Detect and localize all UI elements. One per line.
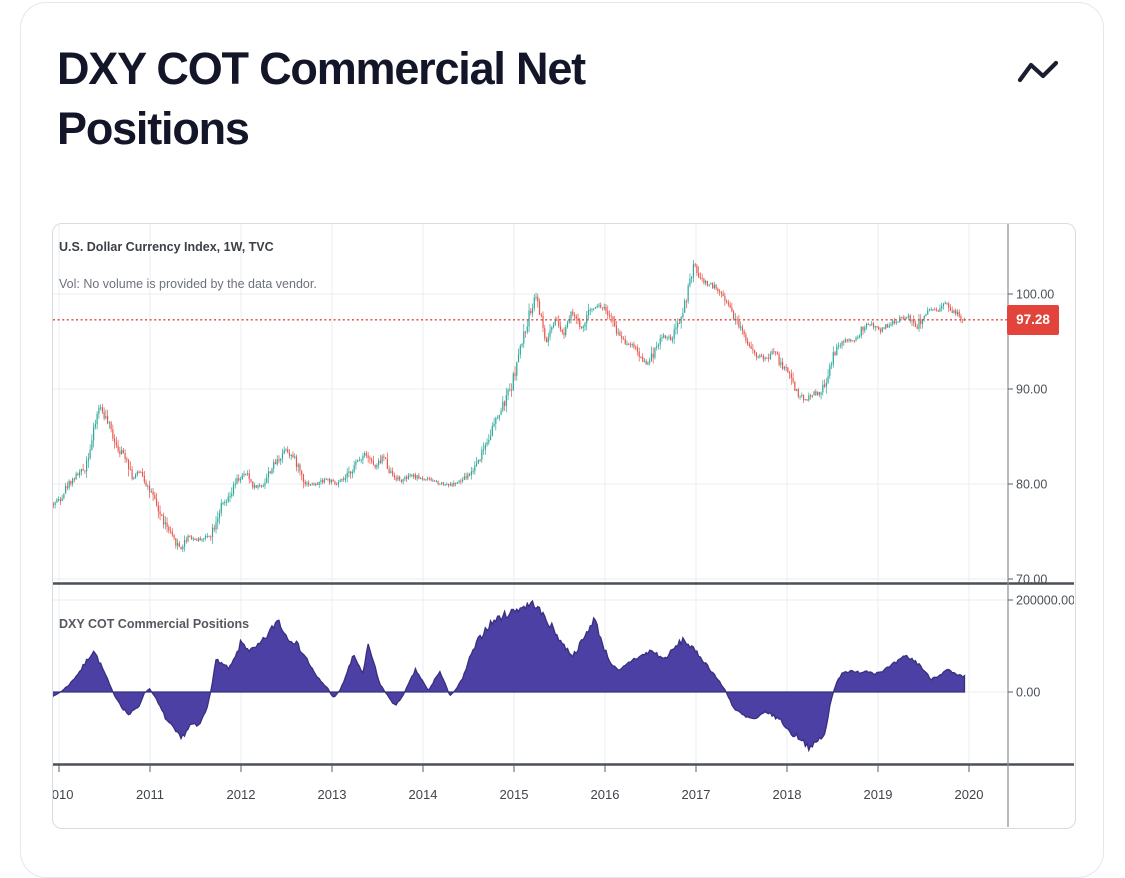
wave-icon [1015, 57, 1061, 92]
svg-text:200000.00: 200000.00 [1016, 594, 1074, 608]
page-title: DXY COT Commercial Net Positions [57, 43, 586, 154]
chart-container[interactable]: 100.00 90.00 80.00 70.00 200000.00 0.00 2010 20… [52, 223, 1076, 829]
card: DXY COT Commercial Net Positions 100.00 9… [20, 2, 1104, 878]
svg-text:2013: 2013 [318, 787, 347, 802]
svg-text:2014: 2014 [409, 787, 438, 802]
svg-text:70.00: 70.00 [1016, 573, 1047, 587]
svg-text:80.00: 80.00 [1016, 478, 1047, 492]
svg-text:2020: 2020 [955, 787, 984, 802]
candlestick-series [53, 259, 966, 553]
svg-text:2019: 2019 [864, 787, 893, 802]
svg-text:2012: 2012 [227, 787, 256, 802]
svg-text:90.00: 90.00 [1016, 383, 1047, 397]
legend-symbol: U.S. Dollar Currency Index, 1W, TVC [59, 240, 274, 254]
svg-text:2017: 2017 [682, 787, 711, 802]
card-header: DXY COT Commercial Net Positions [21, 3, 1103, 159]
svg-text:2015: 2015 [500, 787, 529, 802]
svg-text:2010: 2010 [53, 787, 73, 802]
svg-text:0.00: 0.00 [1016, 686, 1040, 700]
chart-svg: 100.00 90.00 80.00 70.00 200000.00 0.00 2010 20… [53, 224, 1074, 827]
cot-panel-label: DXY COT Commercial Positions [59, 617, 250, 631]
svg-text:100.00: 100.00 [1016, 288, 1054, 302]
last-price-badge: 97.28 [1007, 304, 1059, 335]
svg-text:2018: 2018 [773, 787, 802, 802]
cot-area-series [53, 599, 966, 753]
axis-labels: 100.00 90.00 80.00 70.00 200000.00 0.00 2010 20… [53, 288, 1074, 803]
svg-text:2016: 2016 [591, 787, 620, 802]
legend-volume-note: Vol: No volume is provided by the data v… [59, 277, 317, 291]
svg-text:2011: 2011 [136, 787, 164, 802]
